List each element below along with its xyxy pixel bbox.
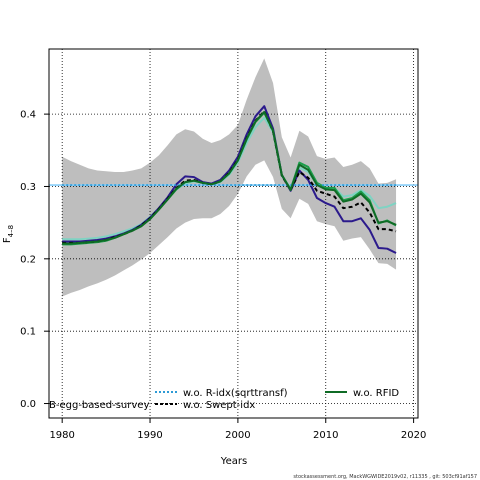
y-axis-label: F4–8 xyxy=(2,225,15,243)
y-tick-label: 0.1 xyxy=(20,327,36,338)
x-axis-label: Years xyxy=(220,456,247,467)
y-tick-label: 0.2 xyxy=(20,254,36,265)
legend: B-egg-based-survey w.o. R-idx(sqrttransf)… xyxy=(49,388,399,411)
x-tick-label: 1980 xyxy=(49,430,74,441)
legend-label: w.o. R-idx(sqrttransf) xyxy=(183,388,288,399)
x-tick-label: 2010 xyxy=(313,430,338,441)
footer-note: stockassessment.org, MackWGWIDE2019v02, … xyxy=(293,474,477,480)
confidence-band-layer xyxy=(62,58,397,297)
x-tick-label: 2000 xyxy=(225,430,250,441)
y-tick-label: 0.3 xyxy=(20,182,36,193)
series-layer xyxy=(49,105,418,254)
axes-layer: 1980 1990 2000 2010 2020 0.0 0.1 0.2 0.3 0.4 xyxy=(20,48,426,441)
legend-label: w.o. RFID xyxy=(353,388,399,399)
series-line-1 xyxy=(62,116,397,241)
y-tick-label: 0.0 xyxy=(20,399,36,410)
series-line-6 xyxy=(62,110,397,245)
y-axis-label-main: F xyxy=(2,237,13,243)
confidence-band xyxy=(62,58,397,297)
x-tick-label: 1990 xyxy=(137,430,162,441)
plot-frame xyxy=(48,48,419,419)
y-axis-label-subscript: 4–8 xyxy=(7,225,15,237)
x-tick-label: 2020 xyxy=(401,430,426,441)
legend-label: w.o. Swept-idx xyxy=(183,400,255,411)
y-tick-label: 0.4 xyxy=(20,110,36,121)
legend-label: B-egg-based-survey xyxy=(49,400,149,411)
